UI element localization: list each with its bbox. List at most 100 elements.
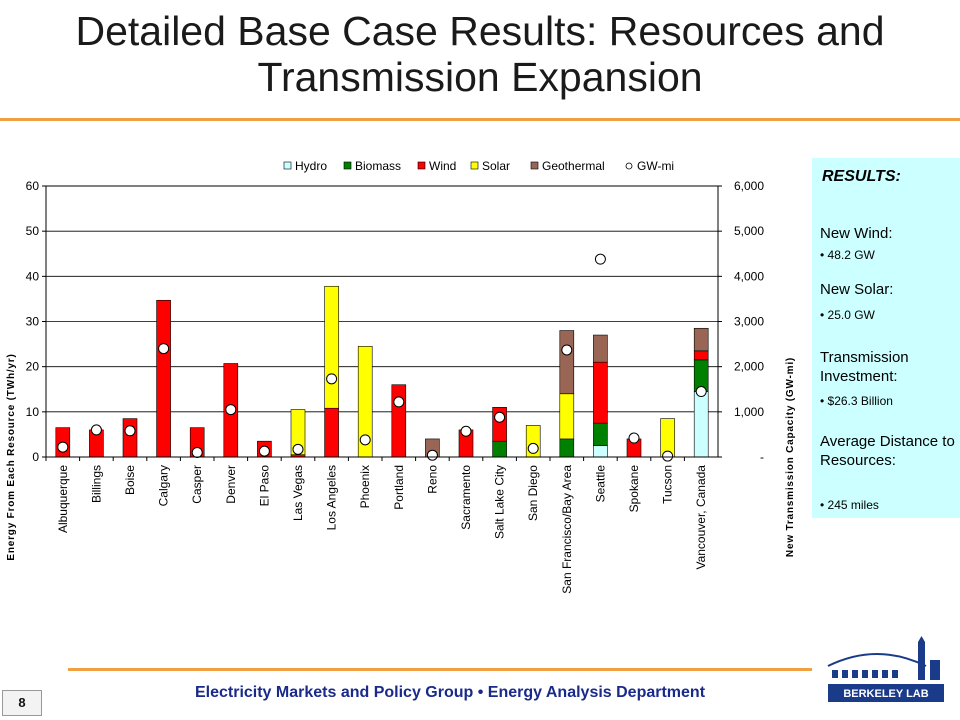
y-tick-label: 30 bbox=[26, 315, 40, 329]
legend-swatch-wind bbox=[417, 161, 426, 170]
legend-label-biomass: Biomass bbox=[355, 159, 401, 173]
legend-swatch-hydro bbox=[283, 161, 292, 170]
gw-mi-point bbox=[124, 425, 136, 437]
distance-value: • 245 miles bbox=[820, 498, 879, 512]
x-tick-label: San Diego bbox=[526, 465, 540, 521]
results-heading: RESULTS: bbox=[822, 168, 901, 185]
legend-swatch-solar bbox=[470, 161, 479, 170]
gw-mi-point bbox=[57, 441, 69, 453]
gw-mi-point bbox=[561, 344, 573, 356]
transmission-label: Transmission Investment: bbox=[820, 349, 909, 385]
x-tick-label: Las Vegas bbox=[291, 465, 305, 521]
legend-label-wind: Wind bbox=[429, 159, 456, 173]
transmission-value: • $26.3 Billion bbox=[820, 394, 893, 408]
bar-wind bbox=[324, 407, 339, 458]
chart-grid bbox=[46, 185, 718, 413]
bar-wind bbox=[593, 361, 608, 424]
bar-biomass bbox=[559, 438, 575, 458]
new-solar-label: New Solar: bbox=[820, 281, 894, 298]
x-tick-label: Denver bbox=[224, 465, 238, 504]
x-tick-label: Salt Lake City bbox=[493, 465, 507, 539]
y2-tick-label: 6,000 bbox=[734, 179, 764, 193]
gw-mi-point bbox=[90, 424, 102, 436]
x-tick-label: Albuquerque bbox=[56, 465, 70, 533]
gw-mi-point bbox=[225, 404, 237, 416]
x-tick-label: San Francisco/Bay Area bbox=[560, 465, 574, 594]
bar-geothermal bbox=[559, 330, 575, 395]
bar-geothermal bbox=[593, 334, 608, 363]
bar-wind bbox=[391, 384, 407, 458]
x-tick-label: Reno bbox=[425, 465, 439, 494]
distance-label: Average Distance to Resources: bbox=[820, 433, 955, 469]
bar-geothermal bbox=[693, 327, 709, 352]
x-tick-label: Calgary bbox=[157, 465, 171, 506]
legend-swatch-gw-mi bbox=[625, 162, 633, 170]
new-wind-value: • 48.2 GW bbox=[820, 248, 875, 262]
gw-mi-point bbox=[494, 411, 506, 423]
gw-mi-point bbox=[594, 253, 606, 265]
legend-label-geothermal: Geothermal bbox=[542, 159, 605, 173]
chart-points bbox=[57, 253, 707, 462]
y2-tick-label: 1,000 bbox=[734, 405, 764, 419]
x-tick-label: Casper bbox=[190, 465, 204, 504]
stacked-bar-chart: Hydro Biomass Wind Solar Geothermal GW-mi 0 10… bbox=[6, 159, 796, 594]
chart-legend: Hydro Biomass Wind Solar Geothermal GW-mi bbox=[283, 159, 674, 173]
gw-mi-point bbox=[258, 445, 270, 457]
x-tick-label: Los Angeles bbox=[325, 465, 339, 530]
chart-bars bbox=[55, 285, 709, 458]
gw-mi-point bbox=[662, 450, 674, 462]
footer-text: Electricity Markets and Policy Group • E… bbox=[194, 684, 706, 701]
slide-title: Detailed Base Case Results: Resources an… bbox=[75, 8, 885, 100]
bar-solar bbox=[324, 285, 339, 409]
y-tick-label: 50 bbox=[26, 224, 40, 238]
y2-tick-label: 3,000 bbox=[734, 315, 764, 329]
bar-hydro bbox=[693, 391, 709, 458]
bar-wind bbox=[122, 418, 138, 458]
y-tick-label: 40 bbox=[26, 269, 40, 283]
chart-axes: 0 10 20 30 40 50 60 - 1,000 2,000 3,000 4,000 5,000 6… bbox=[26, 179, 765, 594]
y2-tick-label: 2,000 bbox=[734, 360, 764, 374]
x-tick-label: Tucson bbox=[661, 465, 675, 504]
bar-hydro bbox=[593, 445, 608, 458]
bar-wind bbox=[693, 350, 709, 361]
bar-solar bbox=[559, 393, 575, 440]
gw-mi-point bbox=[191, 446, 203, 458]
top-divider bbox=[0, 118, 960, 121]
results-panel: RESULTS: New Wind: • 48.2 GW New Solar: … bbox=[812, 158, 960, 518]
gw-mi-point bbox=[628, 432, 640, 444]
y2-tick-label: 5,000 bbox=[734, 224, 764, 238]
gw-mi-point bbox=[292, 443, 304, 455]
gw-mi-point bbox=[527, 442, 539, 454]
page-number: 8 bbox=[2, 690, 42, 716]
bar-wind bbox=[156, 299, 171, 458]
gw-mi-point bbox=[359, 434, 371, 446]
y-tick-label: 0 bbox=[32, 450, 39, 464]
x-tick-label: Portland bbox=[392, 465, 406, 510]
bar-biomass bbox=[492, 440, 507, 458]
gw-mi-point bbox=[695, 386, 707, 398]
gw-mi-point bbox=[158, 343, 170, 355]
y-tick-label: 20 bbox=[26, 360, 40, 374]
bottom-divider bbox=[68, 668, 812, 671]
x-tick-label: Boise bbox=[123, 465, 137, 495]
gw-mi-point bbox=[460, 425, 472, 437]
legend-label-gw-mi: GW-mi bbox=[637, 159, 674, 173]
y2-tick-label: 4,000 bbox=[734, 269, 764, 283]
x-tick-label: El Paso bbox=[257, 465, 271, 507]
gw-mi-point bbox=[426, 449, 438, 461]
x-tick-label: Phoenix bbox=[358, 465, 372, 508]
y2-axis-label: New Transmission Capacity (GW-mi) bbox=[785, 357, 796, 557]
legend-label-solar: Solar bbox=[482, 159, 510, 173]
logo-text: BERKELEY LAB bbox=[843, 688, 928, 700]
y2-tick-label: - bbox=[760, 450, 764, 464]
bar-biomass bbox=[593, 422, 608, 447]
berkeley-lab-logo: BERKELEY LAB bbox=[827, 636, 944, 702]
new-solar-value: • 25.0 GW bbox=[820, 308, 875, 322]
y-tick-label: 10 bbox=[26, 405, 40, 419]
x-tick-label: Sacramento bbox=[459, 465, 473, 530]
new-wind-label: New Wind: bbox=[820, 225, 893, 242]
x-tick-label: Spokane bbox=[627, 465, 641, 513]
y-tick-label: 60 bbox=[26, 179, 40, 193]
gw-mi-point bbox=[393, 396, 405, 408]
legend-swatch-biomass bbox=[343, 161, 352, 170]
